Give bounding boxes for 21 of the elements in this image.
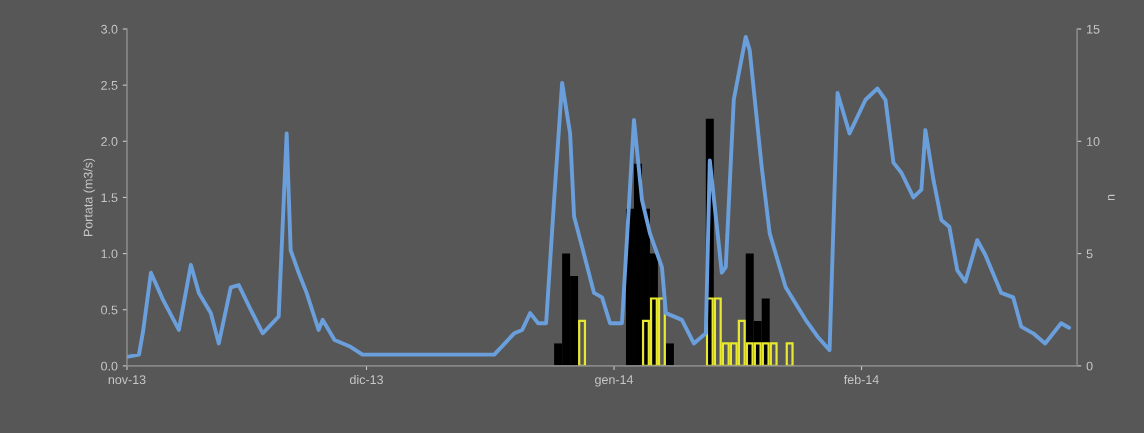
y-tick-label: 0.0 xyxy=(101,361,118,371)
y-tick-label: 0.5 xyxy=(101,305,118,315)
x-tick-label: feb-14 xyxy=(843,374,879,385)
line-series xyxy=(126,34,1072,359)
x-tick-label: dic-13 xyxy=(350,374,383,385)
y-tick-label: 1.5 xyxy=(101,193,118,203)
bar xyxy=(665,343,674,366)
bar xyxy=(785,342,794,366)
y2-tick-label: 10 xyxy=(1087,137,1100,146)
y-tick-label: 1.0 xyxy=(101,249,118,259)
y2-tick-label: 0 xyxy=(1086,361,1093,371)
bar xyxy=(578,319,587,366)
y2-tick-label: 15 xyxy=(1087,24,1100,34)
y2-tick-label: 5 xyxy=(1086,249,1093,259)
y-tick-label: 3.0 xyxy=(101,24,118,34)
x-tick-label: nov-13 xyxy=(108,375,146,385)
y2-axis-title: n xyxy=(1107,194,1115,201)
y-axis-title: Portata (m3/s) xyxy=(83,158,96,237)
y-tick-label: 2.5 xyxy=(101,80,118,90)
y-tick-label: 2.0 xyxy=(101,137,118,146)
x-tick-label: gen-14 xyxy=(595,375,634,387)
